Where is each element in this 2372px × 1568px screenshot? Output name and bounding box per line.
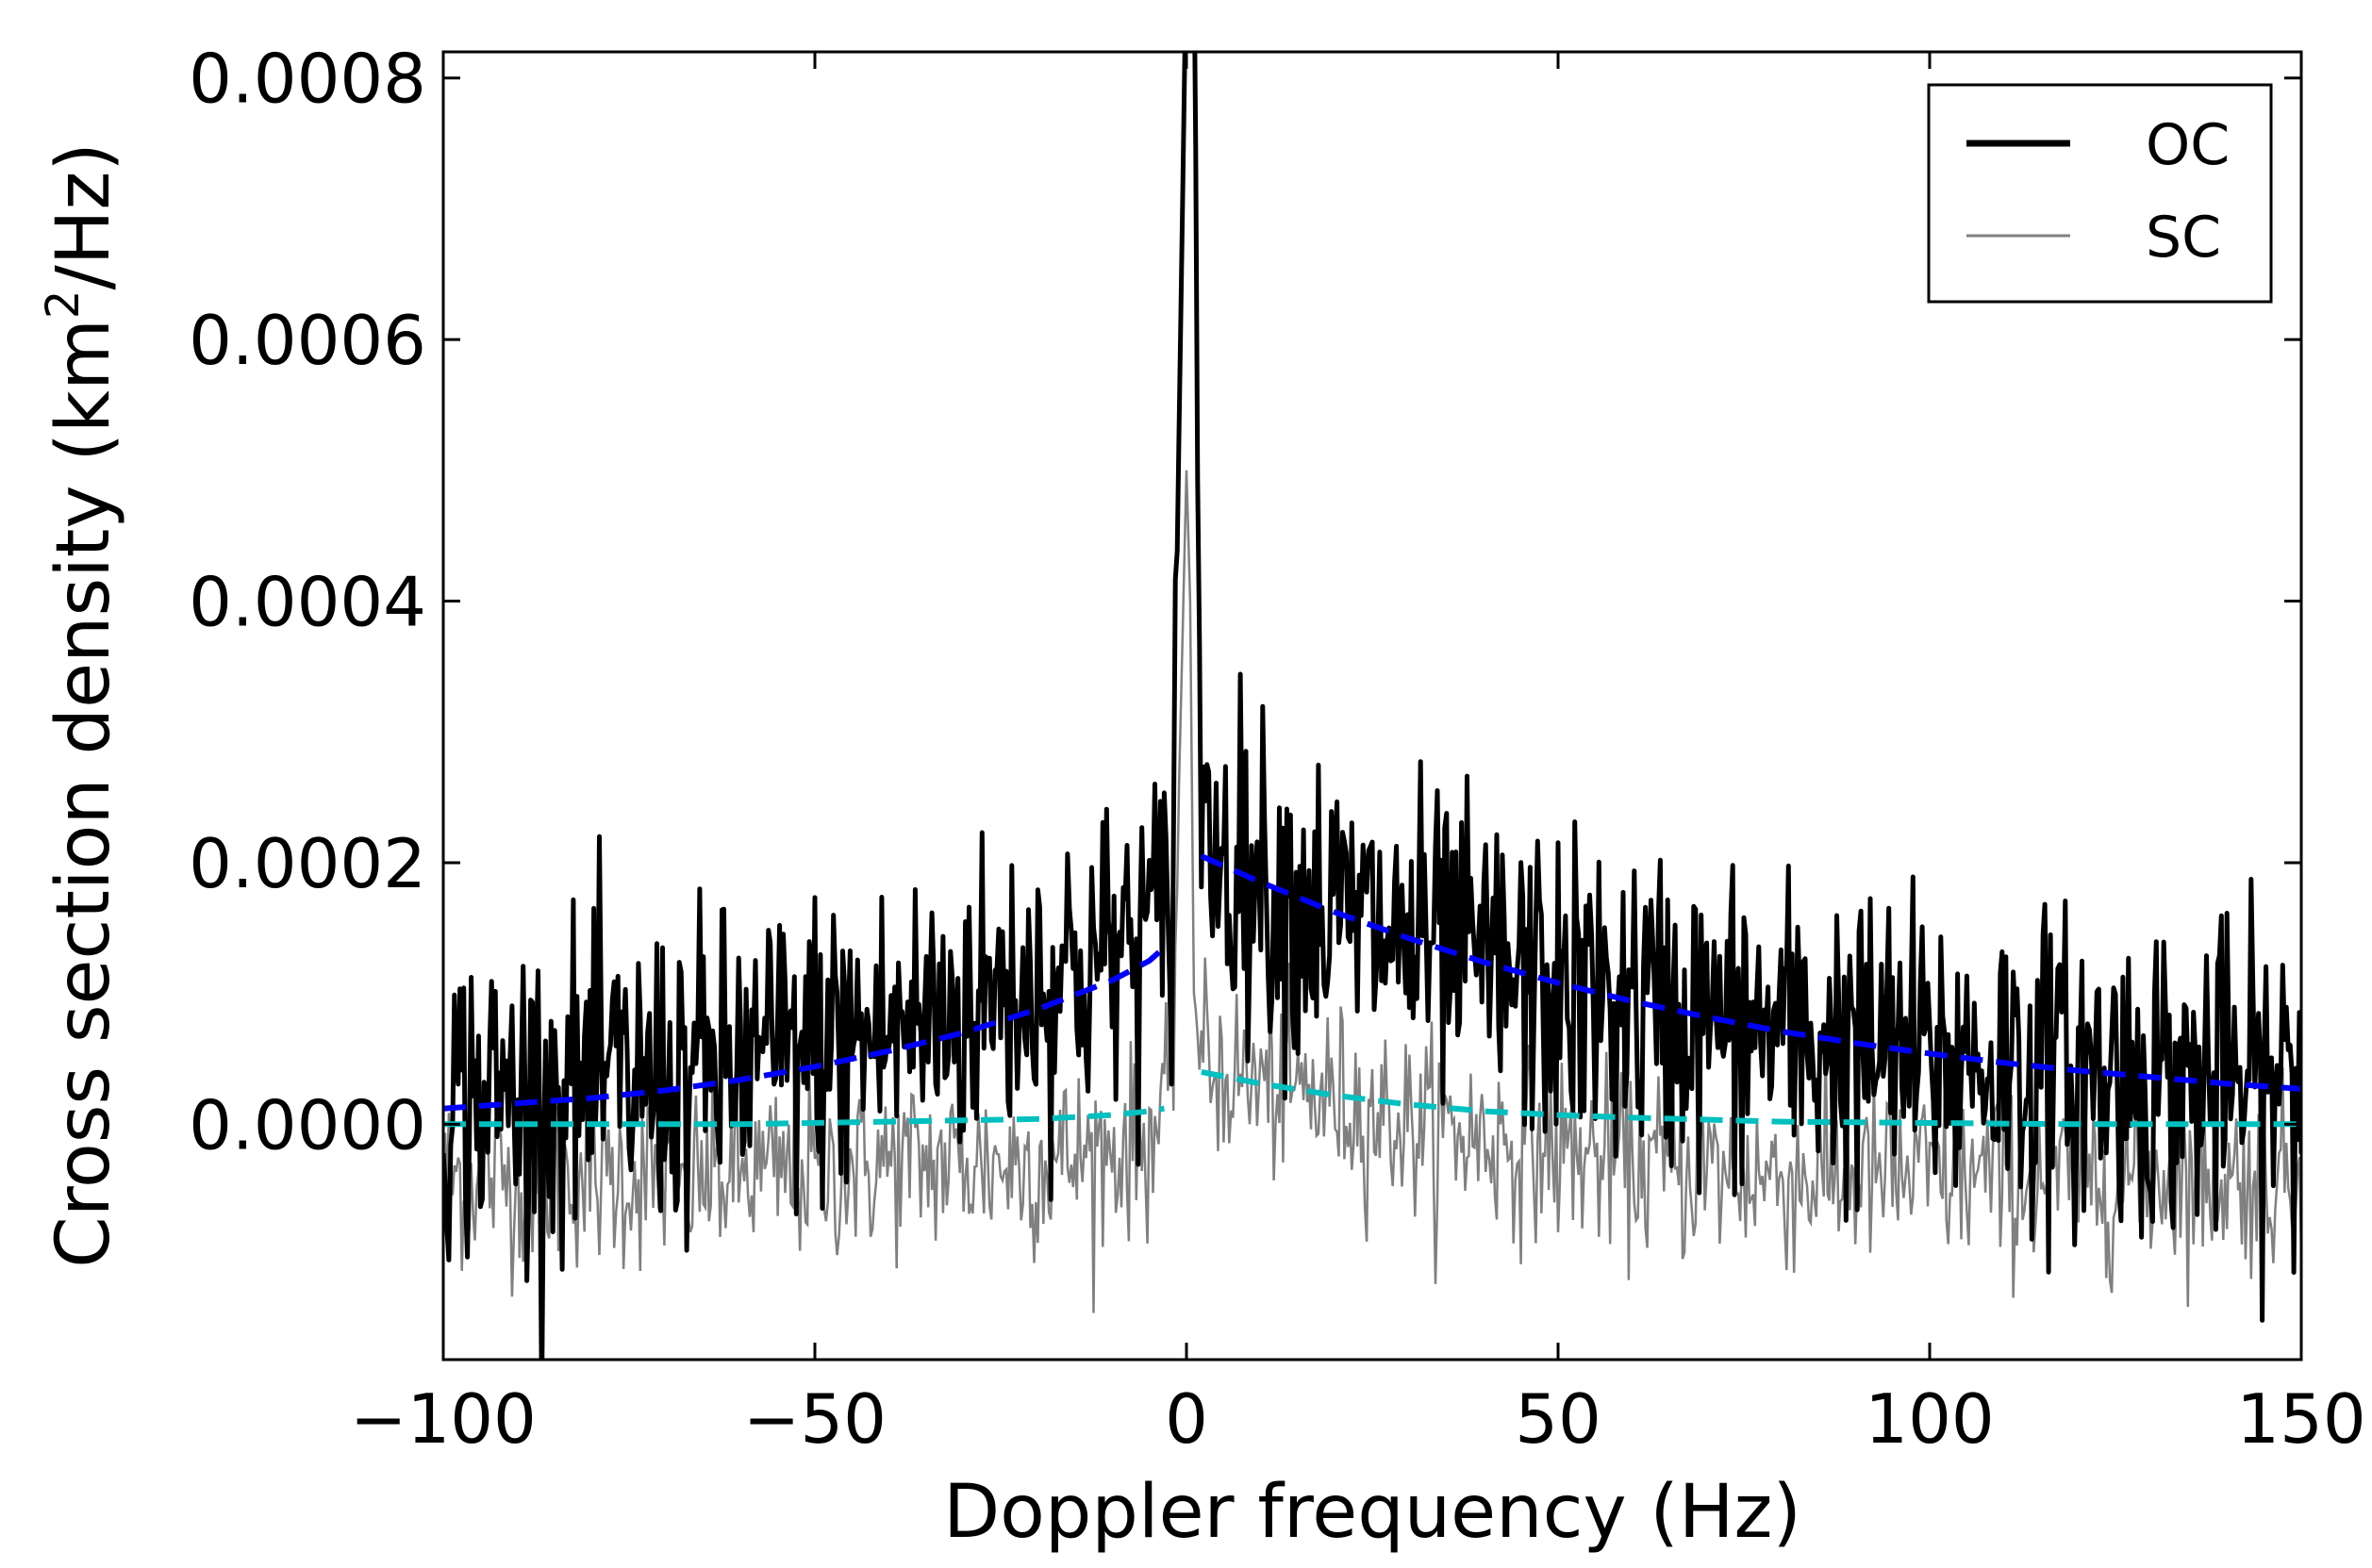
series-oc [443,52,2301,1360]
series-sc-model [443,1105,1165,1128]
series-sc [443,470,2301,1313]
legend-oc-label: OC [2146,112,2230,178]
legend-box [1927,83,2273,304]
plot-frame [441,50,2303,1362]
x-tick-label: −50 [743,1379,887,1459]
series-oc-model-positive- [1200,853,2301,1092]
y-axis-label: Cross section density (km2/Hz) [37,142,126,1268]
y-tick-label: 0.0008 [189,40,426,119]
legend-sc-label: SC [2146,205,2221,271]
y-tick-label: 0.0002 [189,824,426,903]
x-tick-label: 150 [2236,1379,2365,1459]
x-tick-label: 0 [1165,1379,1208,1459]
x-tick-label: 100 [1865,1379,1994,1459]
y-tick-label: 0.0006 [189,301,426,380]
legend: OC SC [1927,83,2273,304]
y-tick-label: 0.0000 [189,1085,426,1164]
y-tick-label: 0.0004 [189,563,426,642]
series-sc-model-positive- [1201,1068,2301,1128]
series-oc-model [443,945,1167,1112]
x-axis-label: Doppler frequency (Hz) [943,1470,1801,1555]
x-tick-label: 50 [1515,1379,1601,1459]
x-tick-label: −100 [350,1379,537,1459]
